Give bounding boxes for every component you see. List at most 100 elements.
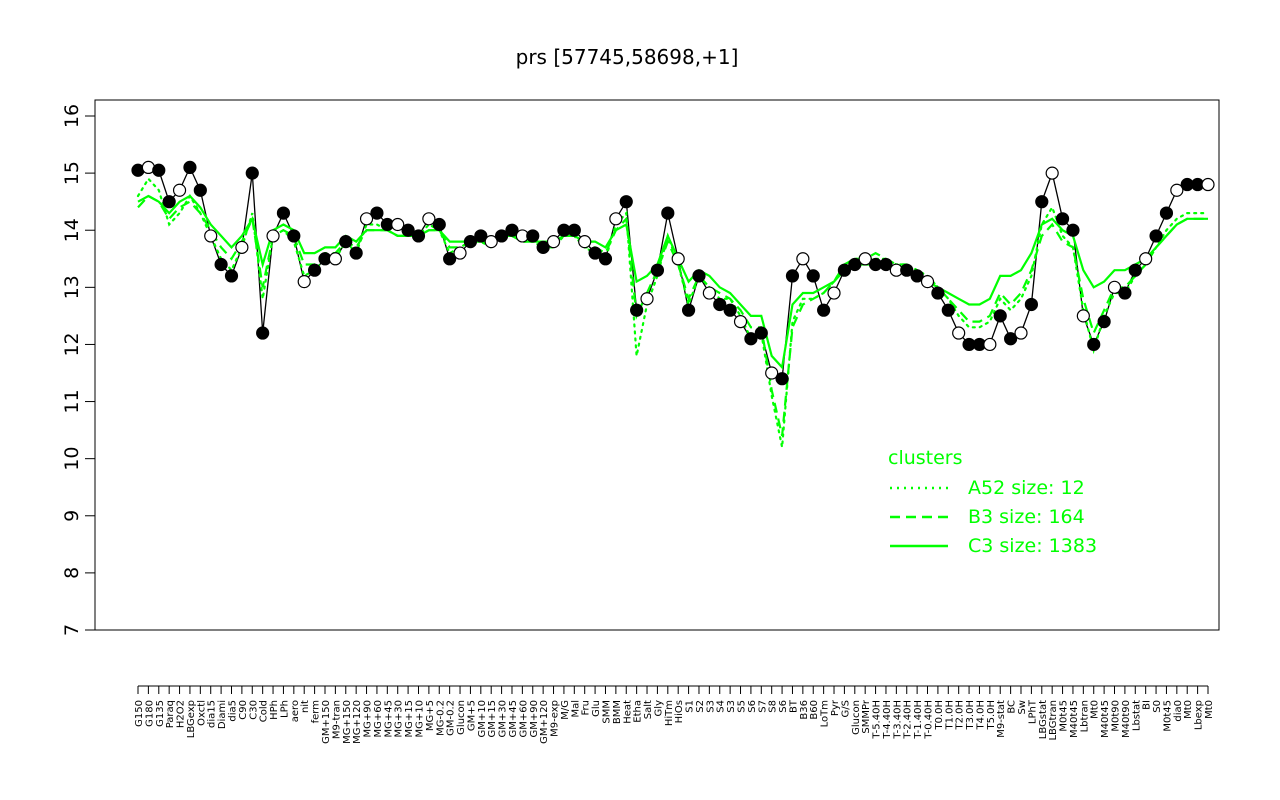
x-tick-label: M40t90 <box>1121 700 1132 738</box>
data-point <box>391 217 405 232</box>
data-point <box>775 372 789 386</box>
x-tick-label: C90 <box>238 700 249 720</box>
data-point <box>1055 212 1070 226</box>
data-point <box>931 286 945 300</box>
data-point <box>941 303 955 317</box>
data-point <box>536 240 550 254</box>
x-tick-label: Mt0 <box>1204 700 1215 719</box>
y-tick-label: 16 <box>61 104 83 128</box>
data-point <box>463 235 478 249</box>
data-point <box>1045 166 1059 180</box>
data-point <box>422 212 436 226</box>
data-point <box>993 309 1007 323</box>
data-point <box>1087 337 1101 352</box>
x-tick-label: Fru <box>581 700 592 715</box>
data-point <box>702 286 716 300</box>
x-tick-label: Glu <box>591 700 602 717</box>
data-point <box>1024 297 1038 312</box>
x-tick-label: Mt0 <box>1090 700 1101 719</box>
data-point <box>588 246 602 260</box>
data-point <box>1097 315 1111 329</box>
data-point <box>411 229 426 243</box>
x-tick-label: SMM <box>601 700 612 724</box>
x-tick-label: T-5.40H <box>872 700 883 740</box>
data-point <box>692 269 706 283</box>
data-point <box>837 263 852 277</box>
x-tick-label: Oxctl <box>196 700 207 726</box>
data-point <box>713 297 727 312</box>
data-point <box>848 257 862 272</box>
x-tick-label: LoTm <box>820 700 831 727</box>
x-tick-label: T1.0H <box>944 700 955 731</box>
data-point <box>453 246 467 260</box>
x-tick-label: B36 <box>799 700 810 720</box>
data-point <box>183 160 197 174</box>
x-tick-label: Salt <box>643 700 654 719</box>
x-tick-label: Mal <box>570 700 581 718</box>
x-tick-label: M40t45 <box>1100 700 1111 738</box>
x-tick-label: dia0 <box>1173 700 1184 722</box>
y-axis: 7 8 9 10 11 12 13 14 15 16 <box>61 104 96 636</box>
data-point <box>1118 286 1132 300</box>
x-tick-label: T3.0H <box>965 700 976 731</box>
data-point <box>1076 309 1090 323</box>
x-tick-label: BC <box>1007 700 1018 714</box>
x-tick-label: Lbstat <box>1131 700 1142 731</box>
x-tick-label: Etha <box>633 700 644 723</box>
data-point <box>152 163 166 177</box>
data-point <box>650 263 665 277</box>
data-point <box>619 195 633 209</box>
x-tick-label: HPh <box>269 700 280 720</box>
x-tick-label: G180 <box>144 700 155 727</box>
legend-label: A52 size: 12 <box>968 477 1085 499</box>
y-tick-label: 11 <box>61 389 83 413</box>
data-point <box>526 229 540 243</box>
data-point <box>858 252 872 266</box>
x-tick-label: GM+120 <box>539 700 550 744</box>
legend-label: C3 size: 1383 <box>968 535 1097 557</box>
x-tick-label: GM+150 <box>321 700 332 744</box>
data-point <box>401 223 415 237</box>
x-tick-label: MG+150 <box>342 700 353 744</box>
data-point <box>733 315 748 329</box>
data-point <box>806 269 820 283</box>
x-tick-label: S5 <box>737 700 748 713</box>
data-point <box>671 252 685 266</box>
data-point <box>484 235 498 249</box>
x-tick-label: Paraq <box>165 700 176 728</box>
data-point <box>162 195 176 209</box>
x-tick-label: S2 <box>695 700 706 713</box>
data-point <box>287 229 301 243</box>
data-point <box>349 246 363 260</box>
x-tick-label: M9-tran <box>331 700 342 739</box>
y-tick-label: 12 <box>61 332 83 356</box>
x-tick-label: GM+10 <box>477 700 488 737</box>
data-point <box>1004 332 1018 346</box>
y-tick-label: 7 <box>61 624 83 636</box>
data-point <box>256 326 270 340</box>
x-tick-label: BMM <box>612 700 623 724</box>
legend-title: clusters <box>888 447 963 469</box>
x-tick-label: LBGstat <box>1038 700 1049 739</box>
x-tick-label: nit <box>300 700 311 713</box>
data-point <box>817 303 831 317</box>
y-tick-label: 14 <box>61 218 83 242</box>
x-tick-label: M0t90 <box>1111 700 1122 732</box>
x-tick-label: S3 <box>726 700 737 713</box>
x-tick-label: G135 <box>155 700 166 727</box>
data-point <box>494 229 509 243</box>
x-tick-label: LBGexp <box>186 700 197 738</box>
data-point <box>359 212 374 226</box>
x-tick-label: Glucon <box>456 700 467 735</box>
x-tick-label: MG+45 <box>383 700 394 737</box>
x-tick-label: M40t45 <box>1069 700 1080 738</box>
x-tick-label: GM+45 <box>508 700 519 737</box>
data-point <box>339 235 353 249</box>
data-point <box>640 292 654 306</box>
data-point <box>1139 252 1153 266</box>
data-point <box>661 206 675 220</box>
data-point <box>245 166 259 180</box>
x-tick-label: G/S <box>840 700 851 717</box>
data-point <box>578 235 592 249</box>
series-line-2 <box>137 194 1208 437</box>
